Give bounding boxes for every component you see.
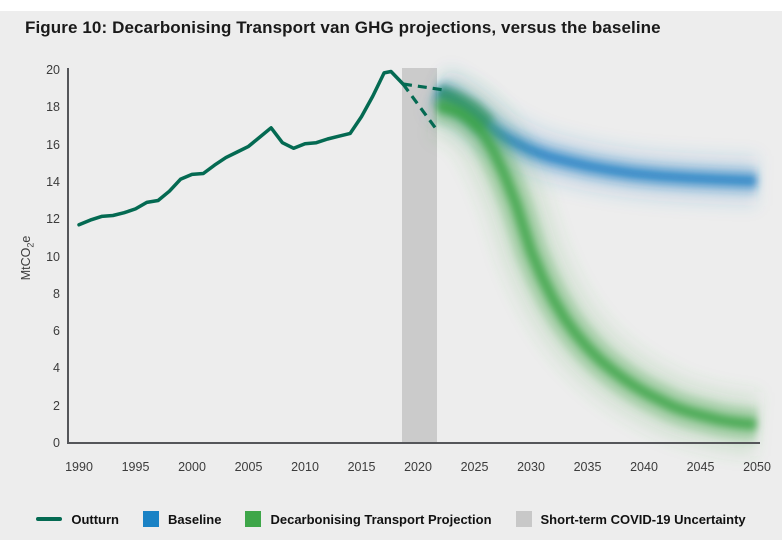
figure-title: Figure 10: Decarbonising Transport van G… [25,18,661,37]
y-tick-4: 4 [53,361,60,376]
covid-fork-upper-dashed [402,82,445,92]
legend-label-covid-uncertainty: Short-term COVID-19 Uncertainty [540,511,746,527]
legend: Outturn Baseline Decarbonising Transport… [0,511,782,527]
legend-label-outturn: Outturn [71,511,119,527]
figure-panel [0,11,782,540]
y-tick-18: 18 [46,100,60,115]
x-tick-2000: 2000 [178,460,206,474]
outturn-line-swatch [36,517,63,521]
y-tick-6: 6 [53,324,60,339]
x-tick-2005: 2005 [234,460,263,474]
x-tick-2010: 2010 [291,460,319,474]
y-tick-0: 0 [53,436,60,450]
x-tick-2045: 2045 [686,460,715,474]
covid-uncertainty-band [402,68,437,443]
y-tick-20: 20 [46,63,60,77]
covid-fork-lower-dashed [401,83,440,133]
x-tick-1995: 1995 [121,460,150,474]
dt-projection-band [416,75,776,457]
x-tick-2050: 2050 [743,460,771,474]
y-tick-2: 2 [53,398,60,413]
legend-item-covid-uncertainty: Short-term COVID-19 Uncertainty [515,511,746,527]
outturn-line [77,69,405,227]
x-tick-1990: 1990 [65,460,93,474]
y-tick-12: 12 [46,212,60,227]
legend-label-baseline: Baseline [167,511,222,527]
dt-band-head-blob [433,84,495,135]
y-tick-8: 8 [53,286,60,301]
y-tick-14: 14 [46,174,60,189]
legend-item-dt-projection: Decarbonising Transport Projection [245,511,492,527]
y-axis-title-sub: 2 [25,242,36,248]
y-axis-title-post: e [18,235,33,243]
y-tick-16: 16 [46,137,60,152]
dt-band-core [435,101,758,431]
legend-item-outturn: Outturn [36,512,119,527]
y-tick-10: 10 [46,249,60,264]
x-tick-2020: 2020 [404,460,432,474]
x-tick-2035: 2035 [573,460,602,474]
legend-label-dt-projection: Decarbonising Transport Projection [270,511,492,527]
x-tick-2025: 2025 [460,460,489,474]
x-tick-2030: 2030 [517,460,545,474]
baseline-swatch [142,511,159,527]
dt-projection-swatch [245,511,262,527]
legend-item-baseline: Baseline [142,511,222,527]
x-tick-2015: 2015 [347,460,376,474]
x-tick-2040: 2040 [630,460,658,474]
covid-uncertainty-swatch [515,511,532,527]
